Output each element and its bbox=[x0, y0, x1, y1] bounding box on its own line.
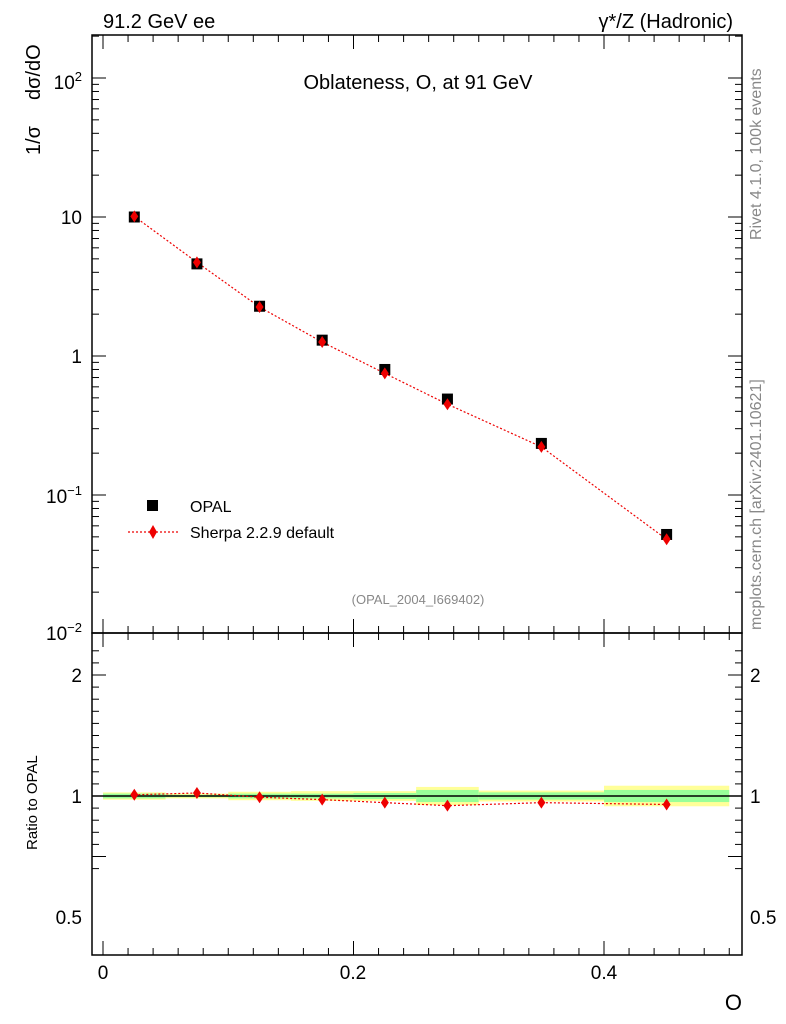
mc-point bbox=[192, 256, 201, 269]
chart-title: Oblateness, O, at 91 GeV bbox=[303, 72, 533, 94]
ratio-ytick-right-2: 2 bbox=[750, 666, 761, 687]
legend-opal-label: OPAL bbox=[190, 499, 232, 516]
ratio-ytick-2: 2 bbox=[71, 666, 82, 687]
ratio-ytick-1: 1 bbox=[71, 787, 82, 808]
main-frame bbox=[91, 34, 743, 634]
mc-point bbox=[130, 210, 139, 223]
svg-text:10−1: 10−1 bbox=[46, 483, 82, 508]
ratio-point bbox=[537, 796, 546, 809]
ratio-mc-line bbox=[134, 792, 667, 807]
ratio-frame bbox=[91, 632, 743, 956]
ratio-point bbox=[318, 793, 327, 806]
header-left: 91.2 GeV ee bbox=[103, 11, 215, 33]
opal-points bbox=[128, 211, 673, 540]
ratio-ytick-0.5: 0.5 bbox=[56, 908, 82, 929]
ratio-line bbox=[134, 792, 667, 807]
ratio-ytick-right-0.5: 0.5 bbox=[750, 908, 776, 929]
mc-point bbox=[380, 367, 389, 380]
ytick-label-1: 1 bbox=[71, 347, 82, 368]
mc-line bbox=[133, 215, 667, 540]
main-ylabel-prefix: 1/σ bbox=[23, 125, 45, 155]
rivet-label: Rivet 4.1.0, 100k events bbox=[748, 68, 765, 240]
legend-mc-marker bbox=[149, 525, 157, 539]
ytick-label-10: 10 bbox=[61, 208, 82, 229]
ratio-point bbox=[255, 791, 264, 804]
svg-text:102: 102 bbox=[54, 69, 82, 94]
ytick-label-0.01: 10−2 bbox=[46, 620, 82, 645]
ytick-label-0.1: 10−1 bbox=[46, 483, 82, 508]
mc-point bbox=[443, 398, 452, 411]
ratio-mc-points bbox=[130, 786, 671, 812]
mcplots-label: mcplots.cern.ch [arXiv:2401.10621] bbox=[748, 379, 765, 630]
ratio-point bbox=[443, 799, 452, 812]
mc-point bbox=[318, 336, 327, 349]
mc-point bbox=[537, 440, 546, 453]
legend-opal-marker bbox=[147, 500, 158, 511]
analysis-id: (OPAL_2004_I669402) bbox=[352, 592, 485, 607]
main-plot: Oblateness, O, at 91 GeV (OPAL_2004_I669… bbox=[46, 34, 743, 645]
svg-text:10−2: 10−2 bbox=[46, 620, 82, 645]
ratio-point bbox=[130, 788, 139, 801]
ratio-ytick-right-1: 1 bbox=[750, 787, 761, 808]
ratio-point bbox=[662, 798, 671, 811]
mc-points bbox=[130, 210, 671, 546]
main-ticks bbox=[92, 35, 742, 633]
xlabel: O bbox=[725, 990, 742, 1015]
mc-point bbox=[255, 301, 264, 314]
mc-point bbox=[662, 533, 671, 546]
legend-mc-label: Sherpa 2.2.9 default bbox=[190, 525, 335, 542]
xtick-label-0.4: 0.4 bbox=[591, 963, 618, 984]
legend: OPAL Sherpa 2.2.9 default bbox=[128, 499, 335, 542]
xtick-label-0: 0 bbox=[98, 963, 109, 984]
main-ylabel: dσ/dO bbox=[23, 44, 45, 100]
ratio-point bbox=[380, 796, 389, 809]
xtick-label-0.2: 0.2 bbox=[340, 963, 366, 984]
ytick-label-100: 102 bbox=[54, 69, 82, 94]
header-right: γ*/Z (Hadronic) bbox=[599, 11, 733, 33]
ratio-ticks bbox=[92, 633, 742, 955]
ratio-ylabel: Ratio to OPAL bbox=[24, 755, 41, 850]
mc-series-line bbox=[133, 215, 667, 540]
ratio-point bbox=[192, 786, 201, 799]
ratio-plot: 0.5 1 2 0.5 1 2 Ratio to OPAL 0 0.2 0.4 … bbox=[24, 632, 776, 1015]
